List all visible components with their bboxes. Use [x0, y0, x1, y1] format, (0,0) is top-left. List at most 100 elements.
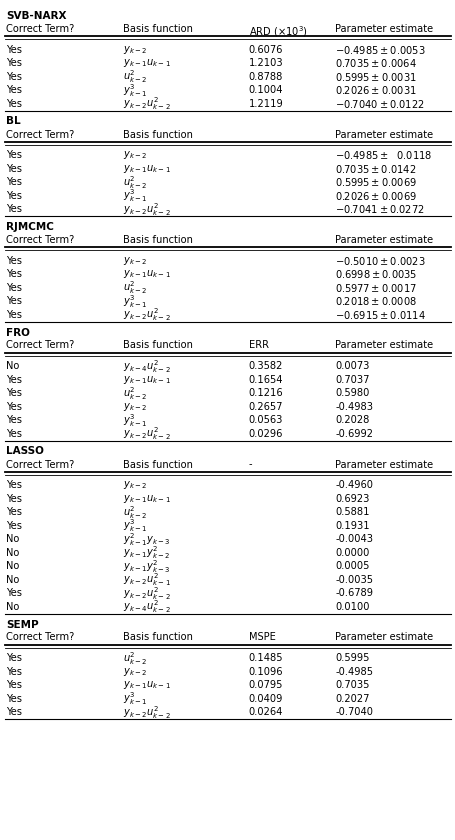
Text: Yes: Yes	[6, 588, 22, 598]
Text: $y_{k-1}^{2}y_{k-3}$: $y_{k-1}^{2}y_{k-3}$	[123, 531, 170, 548]
Text: Basis function: Basis function	[123, 340, 192, 350]
Text: 0.2028: 0.2028	[334, 415, 369, 425]
Text: No: No	[6, 361, 19, 371]
Text: 0.6923: 0.6923	[334, 494, 369, 504]
Text: Yes: Yes	[6, 71, 22, 81]
Text: Yes: Yes	[6, 507, 22, 517]
Text: Yes: Yes	[6, 99, 22, 108]
Text: Basis function: Basis function	[123, 129, 192, 139]
Text: Yes: Yes	[6, 150, 22, 160]
Text: 0.1096: 0.1096	[248, 667, 283, 677]
Text: $0.5977\pm 0.0017$: $0.5977\pm 0.0017$	[334, 281, 416, 294]
Text: -0.6789: -0.6789	[334, 588, 372, 598]
Text: Yes: Yes	[6, 255, 22, 265]
Text: $u_{k-2}^{2}$: $u_{k-2}^{2}$	[123, 174, 147, 191]
Text: Yes: Yes	[6, 494, 22, 504]
Text: 0.0409: 0.0409	[248, 694, 282, 704]
Text: $-0.7041\pm 0.0272$: $-0.7041\pm 0.0272$	[334, 203, 424, 215]
Text: Yes: Yes	[6, 297, 22, 307]
Text: Parameter estimate: Parameter estimate	[334, 24, 432, 34]
Text: $0.2018\pm 0.0008$: $0.2018\pm 0.0008$	[334, 295, 416, 307]
Text: $-0.4985\pm\ \ 0.0118$: $-0.4985\pm\ \ 0.0118$	[334, 150, 431, 161]
Text: 0.0005: 0.0005	[334, 561, 369, 571]
Text: Yes: Yes	[6, 388, 22, 398]
Text: Yes: Yes	[6, 177, 22, 187]
Text: Parameter estimate: Parameter estimate	[334, 340, 432, 350]
Text: Basis function: Basis function	[123, 235, 192, 245]
Text: -0.4983: -0.4983	[334, 402, 372, 412]
Text: -: -	[248, 459, 252, 470]
Text: 0.2027: 0.2027	[334, 694, 369, 704]
Text: $y_{k-2}u_{k-2}^{2}$: $y_{k-2}u_{k-2}^{2}$	[123, 201, 171, 218]
Text: Yes: Yes	[6, 375, 22, 385]
Text: 0.5881: 0.5881	[334, 507, 369, 517]
Text: -0.0035: -0.0035	[334, 575, 372, 585]
Text: $y_{k-1}y_{k-3}^{2}$: $y_{k-1}y_{k-3}^{2}$	[123, 558, 170, 575]
Text: $u_{k-2}^{2}$: $u_{k-2}^{2}$	[123, 68, 147, 85]
Text: 0.0795: 0.0795	[248, 680, 282, 690]
Text: 1.2119: 1.2119	[248, 99, 283, 108]
Text: $u_{k-2}^{2}$: $u_{k-2}^{2}$	[123, 504, 147, 521]
Text: $y_{k-1}^{3}$: $y_{k-1}^{3}$	[123, 517, 147, 534]
Text: $0.7035\pm 0.0142$: $0.7035\pm 0.0142$	[334, 163, 416, 175]
Text: Parameter estimate: Parameter estimate	[334, 235, 432, 245]
Text: BL: BL	[6, 117, 20, 127]
Text: Yes: Yes	[6, 428, 22, 438]
Text: Basis function: Basis function	[123, 24, 192, 34]
Text: Parameter estimate: Parameter estimate	[334, 129, 432, 139]
Text: Yes: Yes	[6, 45, 22, 55]
Text: $0.7035\pm 0.0064$: $0.7035\pm 0.0064$	[334, 57, 416, 69]
Text: -0.6992: -0.6992	[334, 428, 372, 438]
Text: Yes: Yes	[6, 310, 22, 320]
Text: $y_{k-2}$: $y_{k-2}$	[123, 401, 147, 412]
Text: 0.0264: 0.0264	[248, 707, 282, 717]
Text: 0.1654: 0.1654	[248, 375, 283, 385]
Text: ARD $(\times 10^3)$: ARD $(\times 10^3)$	[248, 24, 307, 39]
Text: Yes: Yes	[6, 85, 22, 95]
Text: 0.1216: 0.1216	[248, 388, 283, 398]
Text: $y_{k-2}$: $y_{k-2}$	[123, 666, 147, 678]
Text: SVB-NARX: SVB-NARX	[6, 11, 66, 21]
Text: 0.0000: 0.0000	[334, 548, 369, 558]
Text: $y_{k-4}u_{k-2}^{2}$: $y_{k-4}u_{k-2}^{2}$	[123, 358, 171, 375]
Text: LASSO: LASSO	[6, 447, 44, 456]
Text: Yes: Yes	[6, 58, 22, 68]
Text: MSPE: MSPE	[248, 633, 275, 643]
Text: $y_{k-1}u_{k-1}$: $y_{k-1}u_{k-1}$	[123, 493, 171, 505]
Text: $y_{k-1}u_{k-1}$: $y_{k-1}u_{k-1}$	[123, 163, 171, 175]
Text: 0.0296: 0.0296	[248, 428, 282, 438]
Text: $u_{k-2}^{2}$: $u_{k-2}^{2}$	[123, 280, 147, 297]
Text: Yes: Yes	[6, 270, 22, 279]
Text: $y_{k-2}$: $y_{k-2}$	[123, 150, 147, 161]
Text: -0.4985: -0.4985	[334, 667, 372, 677]
Text: No: No	[6, 548, 19, 558]
Text: 0.7035: 0.7035	[334, 680, 369, 690]
Text: Yes: Yes	[6, 283, 22, 293]
Text: Yes: Yes	[6, 480, 22, 491]
Text: No: No	[6, 575, 19, 585]
Text: Yes: Yes	[6, 191, 22, 201]
Text: $u_{k-2}^{2}$: $u_{k-2}^{2}$	[123, 650, 147, 667]
Text: $y_{k-2}u_{k-1}^{2}$: $y_{k-2}u_{k-1}^{2}$	[123, 571, 171, 588]
Text: 0.5980: 0.5980	[334, 388, 369, 398]
Text: $y_{k-1}u_{k-1}$: $y_{k-1}u_{k-1}$	[123, 57, 171, 69]
Text: No: No	[6, 561, 19, 571]
Text: 0.0563: 0.0563	[248, 415, 282, 425]
Text: Correct Term?: Correct Term?	[6, 340, 74, 350]
Text: 0.6076: 0.6076	[248, 45, 282, 55]
Text: 0.8788: 0.8788	[248, 71, 282, 81]
Text: Basis function: Basis function	[123, 633, 192, 643]
Text: $y_{k-2}$: $y_{k-2}$	[123, 44, 147, 55]
Text: Yes: Yes	[6, 415, 22, 425]
Text: $y_{k-2}$: $y_{k-2}$	[123, 480, 147, 491]
Text: Parameter estimate: Parameter estimate	[334, 459, 432, 470]
Text: $y_{k-2}u_{k-2}^{2}$: $y_{k-2}u_{k-2}^{2}$	[123, 307, 171, 323]
Text: 0.3582: 0.3582	[248, 361, 282, 371]
Text: $y_{k-2}$: $y_{k-2}$	[123, 255, 147, 267]
Text: SEMP: SEMP	[6, 620, 39, 629]
Text: $-0.7040\pm 0.0122$: $-0.7040\pm 0.0122$	[334, 97, 424, 110]
Text: $y_{k-1}^{3}$: $y_{k-1}^{3}$	[123, 690, 147, 707]
Text: Yes: Yes	[6, 204, 22, 214]
Text: $y_{k-1}^{3}$: $y_{k-1}^{3}$	[123, 293, 147, 310]
Text: $0.6998\pm 0.0035$: $0.6998\pm 0.0035$	[334, 268, 417, 281]
